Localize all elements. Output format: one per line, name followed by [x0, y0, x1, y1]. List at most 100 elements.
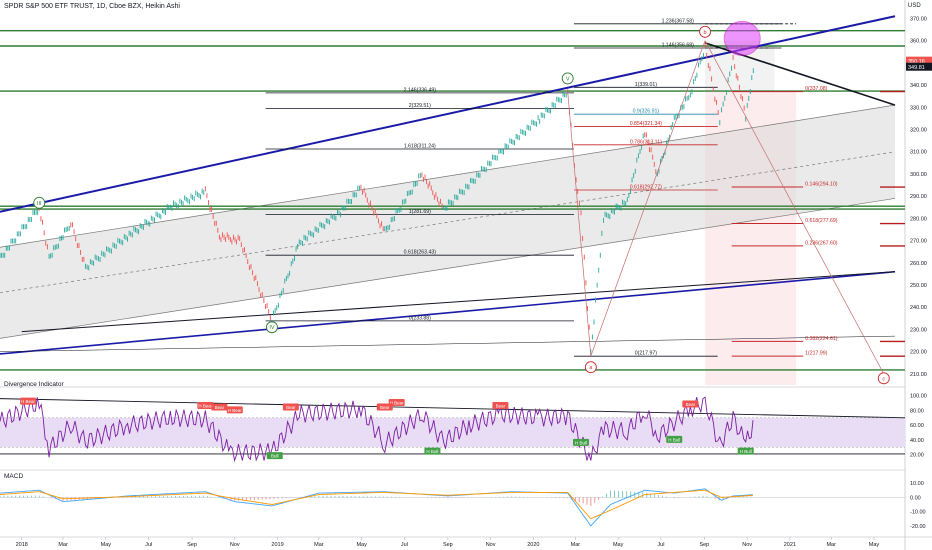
divergence-marker-bg-8	[376, 403, 393, 411]
fib-right-label-0: 0(337.08)	[805, 86, 827, 92]
channel-upper	[0, 104, 896, 248]
time-tick-19: Mar	[826, 542, 836, 548]
div-tick-4: 100.00	[910, 394, 927, 400]
projection-a-b	[590, 40, 706, 357]
fib-level-label-11: 1(281.69)	[409, 209, 431, 215]
divergence-marker-bg-10	[424, 447, 441, 455]
wave-label-circle-0[interactable]	[33, 196, 46, 209]
wave-label-5: c	[882, 376, 885, 382]
time-tick-10: Sep	[443, 542, 453, 548]
divergence-marker-bg-0	[20, 397, 37, 405]
wave-label-circle-1[interactable]	[265, 321, 278, 334]
signal-line	[0, 489, 753, 520]
price-tick-5: 260.00	[910, 261, 927, 267]
divergence-title: Divergence Indicator	[4, 381, 64, 388]
price-tick-1: 220.00	[910, 350, 927, 356]
divergence-marker-2: H Bear	[390, 401, 405, 406]
target-circle[interactable]	[723, 20, 761, 56]
div-tick-0: 20.00	[910, 453, 924, 459]
time-tick-4: Sep	[187, 542, 197, 548]
fib-level-label-10: 1.618(311.24)	[404, 143, 436, 149]
divergence-marker-bg-7	[282, 403, 299, 411]
time-tick-9: Jul	[401, 542, 408, 548]
time-tick-15: Jul	[657, 542, 664, 548]
fib-level-label-6: 0.618(292.77)	[630, 185, 663, 191]
divergence-marker-bg-9	[266, 452, 283, 460]
price-tick-11: 320.00	[910, 128, 927, 134]
wave-label-3: a	[589, 365, 593, 371]
wave-label-circle-5[interactable]	[877, 372, 890, 385]
fib-right-label-3: 0.236(267.60)	[805, 240, 838, 246]
fib-level-label-3: 0.9(326.91)	[633, 109, 660, 115]
divergence-marker-10: H Bull	[426, 449, 438, 454]
price-tick-2: 230.00	[910, 327, 927, 333]
lower-trendline	[0, 270, 896, 355]
wave-label-circle-2[interactable]	[561, 72, 574, 85]
div-tick-3: 80.00	[910, 408, 924, 414]
price-tick-10: 310.00	[910, 150, 927, 156]
price-tick-12: 330.00	[910, 105, 927, 111]
fib-level-label-5: 0.786(313.11)	[630, 139, 662, 145]
divergence-marker-13: H Bull	[740, 449, 752, 454]
rsi-resistance	[0, 398, 906, 419]
macd-line	[0, 488, 753, 527]
fib-right-label-2: 0.618(277.69)	[805, 218, 838, 224]
time-tick-3: Jul	[145, 542, 152, 548]
channel-median	[0, 151, 896, 294]
symbol-title: SPDR S&P 500 ETF TRUST, 1D, Cboe BZX, He…	[4, 3, 180, 10]
price-tick-4: 250.00	[910, 283, 927, 289]
price-tick-7: 280.00	[910, 216, 927, 222]
price-tick-0: 210.00	[910, 372, 927, 378]
macd-tick-2: -10.00	[910, 510, 926, 516]
wave-label-2: V	[566, 76, 570, 82]
divergence-marker-bg-12	[666, 435, 683, 443]
macd-tick-1: 0.00	[910, 495, 921, 501]
rsi-band	[0, 417, 905, 448]
price-tick-3: 240.00	[910, 305, 927, 311]
divergence-marker-12: H Bull	[668, 437, 680, 442]
macd-pane[interactable]	[0, 488, 905, 527]
div-tick-1: 40.00	[910, 438, 924, 444]
divergence-marker-bg-4	[682, 400, 699, 408]
time-tick-7: Mar	[314, 542, 324, 548]
fib-right-label-5: 1(217.99)	[805, 351, 827, 357]
divergence-marker-7: Bear	[286, 405, 296, 410]
divergence-marker-9: Bull	[271, 454, 279, 459]
fib-level-label-0: 1.236(367.58)	[662, 18, 695, 24]
wave-label-0: III	[37, 201, 42, 207]
black-trendline	[21, 271, 896, 333]
time-tick-18: 2021	[784, 542, 796, 548]
price-tick-8: 290.00	[910, 194, 927, 200]
divergence-marker-3: Bear	[496, 404, 506, 409]
time-tick-12: 2020	[527, 542, 539, 548]
projection-v-a	[567, 91, 592, 357]
macd-title: MACD	[4, 473, 23, 480]
time-axis: 2018 Mar May Jul Sep Nov 2019 Mar May Jul Sep Nov 20…	[16, 537, 879, 548]
divergence-marker-bg-13	[737, 447, 754, 455]
price-tick-6: 270.00	[910, 239, 927, 245]
price-axis: 210.00 220.00 230.00 240.00 250.00 260.00 270.…	[906, 16, 932, 530]
divergence-marker-1: H Bear	[198, 404, 213, 409]
fib-right-label-1: 0.146(294.10)	[805, 182, 838, 188]
wave-label-circle-4[interactable]	[699, 25, 712, 38]
price-badge-bg-1	[906, 56, 932, 65]
price-badge-1: 350.16	[908, 59, 925, 65]
channel-lower	[0, 198, 896, 339]
divergence-marker-0: H Bear	[21, 399, 36, 404]
time-tick-14: May	[613, 542, 624, 548]
divergence-marker-bg-3	[492, 402, 509, 409]
divergence-marker-bg-11	[573, 438, 590, 446]
base-line	[0, 335, 896, 352]
time-tick-5: Nov	[230, 542, 240, 548]
divergence-marker-bg-6	[226, 406, 243, 414]
price-tick-15: 360.00	[910, 39, 927, 45]
wave-label-circle-3[interactable]	[584, 361, 597, 374]
fib-level-label-8: 2.146(336.49)	[404, 87, 437, 93]
fib-level-label-2: 1(339.01)	[635, 82, 657, 88]
macd-tick-0: 10.00	[910, 481, 924, 487]
time-tick-13: Mar	[571, 542, 581, 548]
macd-tick-3: -20.00	[910, 524, 926, 530]
